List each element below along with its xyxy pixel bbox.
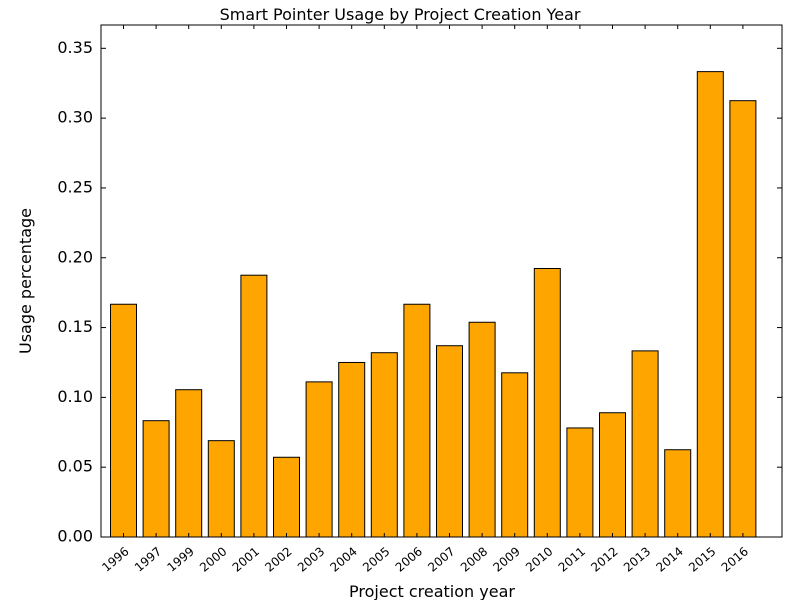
bar-2007	[436, 345, 463, 538]
y-tick-label-0.05: 0.05	[57, 457, 93, 476]
bar-2015	[696, 71, 724, 538]
bar-2016	[729, 100, 757, 538]
bar-2013	[631, 350, 659, 538]
bar-2002	[273, 456, 300, 538]
bar-2001	[240, 274, 268, 538]
bar-1999	[175, 389, 203, 538]
chart-title: Smart Pointer Usage by Project Creation …	[220, 5, 581, 24]
y-tick-label-0.30: 0.30	[57, 108, 93, 127]
bar-2010	[533, 268, 561, 538]
bar-1996	[110, 303, 137, 538]
bar-2008	[468, 321, 496, 538]
y-tick-label-0.25: 0.25	[57, 177, 93, 196]
plot-frame	[100, 24, 783, 538]
bar-2011	[566, 427, 594, 538]
bar-2014	[664, 449, 692, 538]
bar-2000	[207, 440, 235, 538]
bar-2009	[501, 372, 529, 538]
bar-1997	[142, 420, 170, 538]
bar-2005	[370, 352, 398, 538]
y-tick-label-0.00: 0.00	[57, 527, 93, 546]
bar-2012	[599, 412, 626, 538]
bar-2004	[338, 361, 366, 538]
bars-group	[110, 71, 757, 538]
y-tick-label-0.10: 0.10	[57, 387, 93, 406]
y-axis-ticks: 0.00 0.05 0.10 0.15 0.20 0.25 0.30 0.35	[57, 38, 782, 546]
y-tick-label-0.20: 0.20	[57, 247, 93, 266]
bar-2003	[305, 381, 333, 538]
x-axis-label: Project creation year	[349, 582, 515, 600]
y-tick-label-0.15: 0.15	[57, 317, 93, 336]
bar-2006	[403, 303, 431, 538]
y-tick-label-0.35: 0.35	[57, 38, 93, 57]
y-axis-label: Usage percentage	[16, 208, 35, 354]
